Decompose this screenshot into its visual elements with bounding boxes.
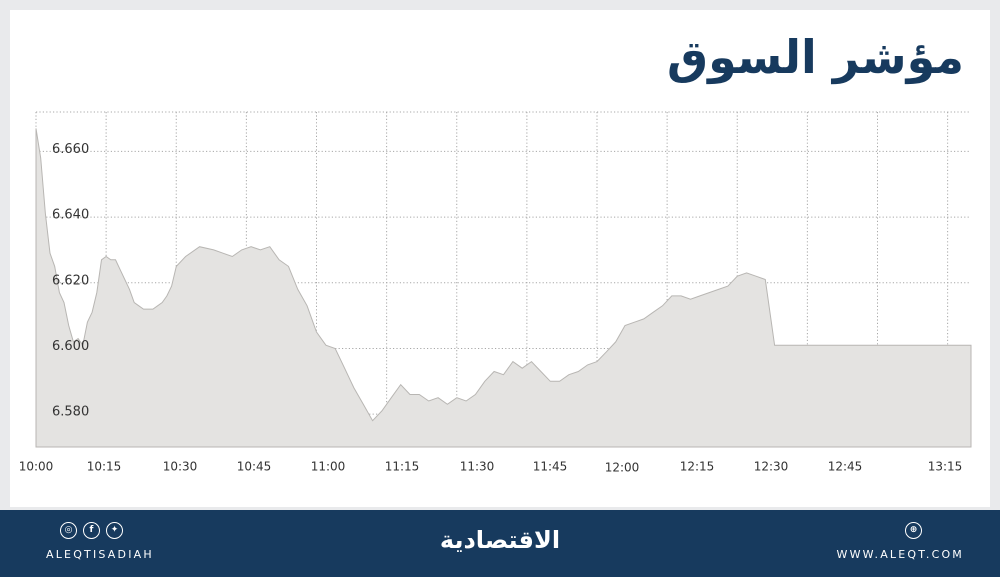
x-tick-label: 10:00 [19,460,54,474]
instagram-icon[interactable]: ◎ [60,522,77,539]
x-tick-label: 10:15 [87,460,122,474]
y-tick-label: 6.620 [52,273,89,288]
x-tick-label: 12:45 [828,460,863,474]
x-tick-label: 11:15 [385,460,420,474]
index-area [35,128,972,448]
x-tick-label: 13:15 [928,460,963,474]
y-tick-label: 6.660 [52,142,89,157]
x-tick-label: 10:45 [237,460,272,474]
x-tick-label: 12:00 [605,461,640,475]
site-url[interactable]: WWW.ALEQT.COM [836,548,964,561]
y-axis-ticks: 6.660 6.640 6.620 6.600 6.580 [52,142,89,420]
twitter-icon[interactable]: ✦ [106,522,123,539]
y-tick-label: 6.580 [52,405,89,420]
social-handle[interactable]: ALEQTISADIAH [46,548,154,561]
x-tick-label: 10:30 [163,460,198,474]
facebook-icon[interactable]: f [83,522,100,539]
social-icons: ◎ f ✦ [60,522,123,539]
y-tick-label: 6.640 [52,208,89,223]
x-tick-label: 11:00 [311,460,346,474]
brand-logo: الاقتصادية [439,526,561,554]
x-tick-label: 11:45 [533,460,568,474]
x-tick-label: 12:30 [754,460,789,474]
x-tick-label: 12:15 [680,460,715,474]
x-tick-label: 11:30 [460,460,495,474]
globe-icon[interactable]: ⊕ [905,522,922,539]
index-chart: 10:00 10:15 10:30 10:45 11:00 11:15 11:30 11:45… [19,111,972,475]
chart-title: مؤشر السوق [666,30,964,84]
footer-bar: ◎ f ✦ ALEQTISADIAH الاقتصادية ⊕ WWW.ALEQ… [0,510,1000,577]
y-tick-label: 6.600 [52,339,89,354]
x-axis-ticks: 10:00 10:15 10:30 10:45 11:00 11:15 11:30 11:45… [19,460,963,475]
